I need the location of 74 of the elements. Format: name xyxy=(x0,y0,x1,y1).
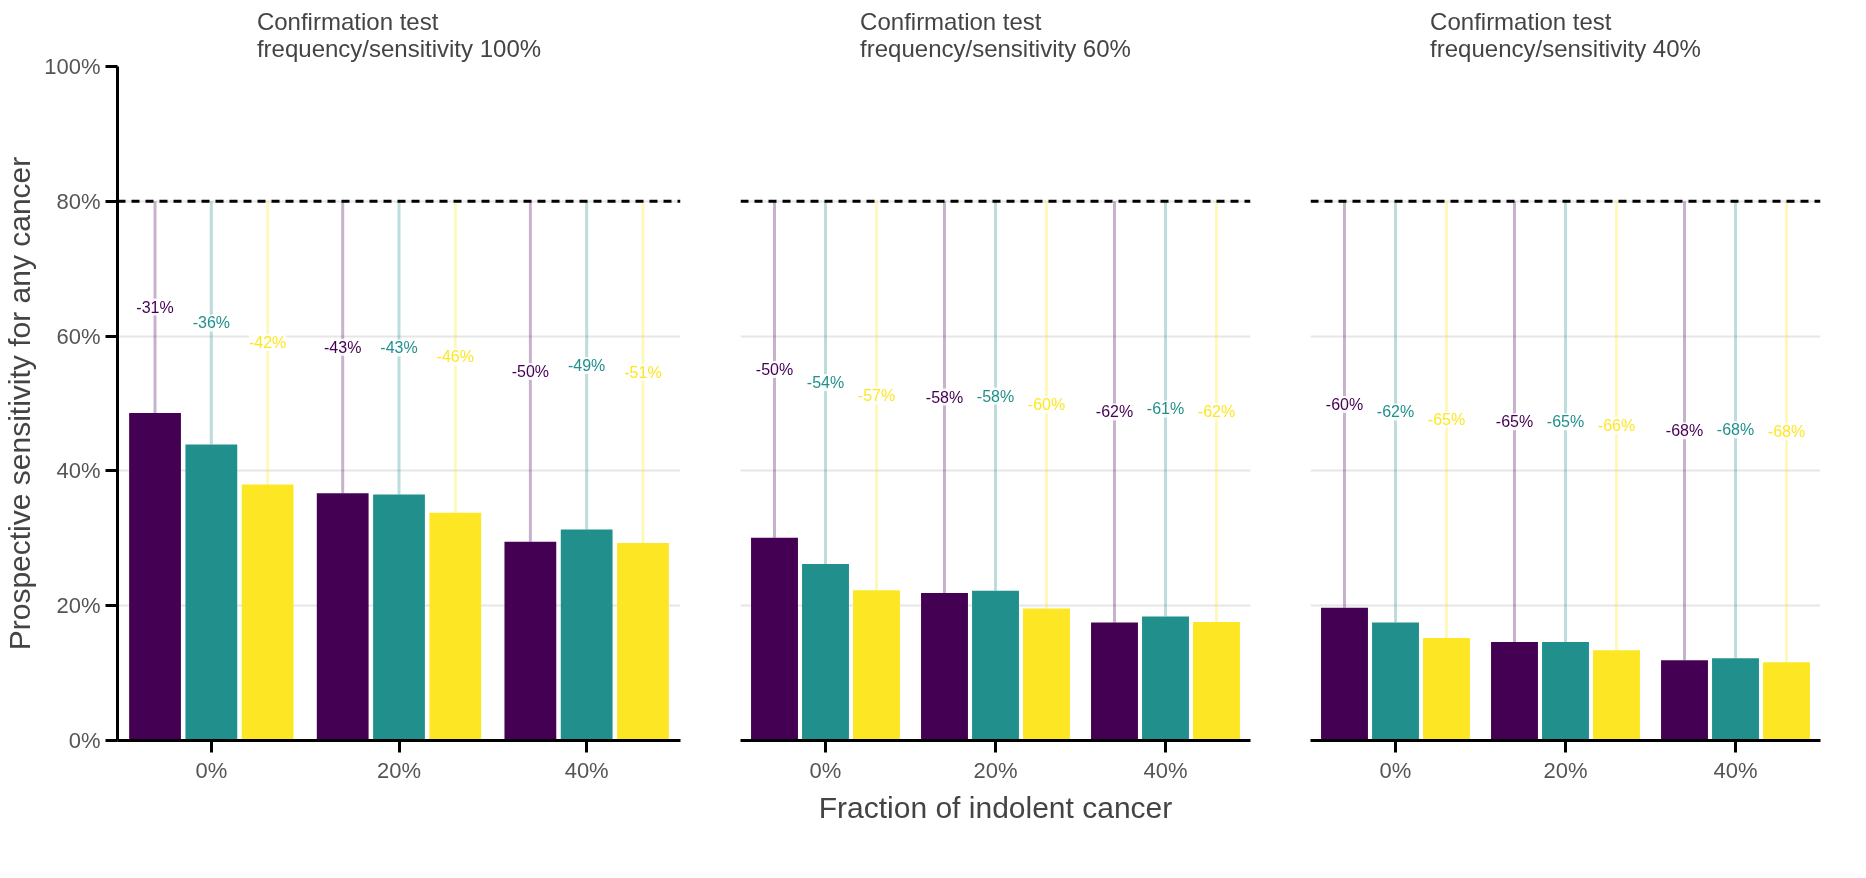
bar xyxy=(751,537,798,741)
annotation: -68% xyxy=(1767,423,1806,441)
x-tick-label: 40% xyxy=(1713,757,1758,783)
x-tick-label: 0% xyxy=(809,757,842,783)
bar xyxy=(1593,650,1640,741)
bar xyxy=(853,590,900,741)
annotation: -46% xyxy=(436,348,474,366)
chart-title: Confirmation test frequency/sensitivity 40% xyxy=(1430,7,1701,62)
bar xyxy=(241,484,294,741)
x-tick-label: 40% xyxy=(1143,757,1188,783)
bar xyxy=(1542,642,1589,741)
bar xyxy=(1023,608,1070,741)
bar xyxy=(1763,662,1810,741)
bar xyxy=(1372,622,1419,741)
bar xyxy=(129,412,181,741)
bar xyxy=(1661,660,1708,741)
y-tick-label: 0% xyxy=(68,728,101,753)
x-tick-label: 0% xyxy=(195,757,228,783)
annotation: -36% xyxy=(192,314,231,332)
x-axis-title: Fraction of indolent cancer xyxy=(818,790,1173,824)
annotation: -65% xyxy=(1495,413,1534,431)
x-tick-label: 20% xyxy=(1543,757,1588,783)
annotation: -54% xyxy=(806,374,845,392)
annotation: -65% xyxy=(1546,413,1585,431)
annotation: -61% xyxy=(1146,400,1185,418)
bar xyxy=(1712,658,1759,741)
annotation: -60% xyxy=(1027,396,1066,414)
annotation: -50% xyxy=(511,362,550,380)
chart-title: Confirmation test frequency/sensitivity 60% xyxy=(860,7,1131,62)
bar xyxy=(1142,616,1189,741)
bar xyxy=(560,529,613,741)
bar xyxy=(921,592,968,741)
annotation: -50% xyxy=(755,360,794,378)
bar xyxy=(1423,638,1470,741)
annotation: -62% xyxy=(1376,403,1415,421)
bar xyxy=(1321,607,1368,741)
chart-title: Confirmation test frequency/sensitivity 100% xyxy=(256,7,542,62)
bar xyxy=(316,493,369,741)
bar xyxy=(504,541,557,741)
annotation: -58% xyxy=(976,387,1015,405)
bar xyxy=(373,494,425,741)
bar xyxy=(1091,622,1138,741)
annotation: -60% xyxy=(1325,396,1364,414)
bar xyxy=(429,512,482,741)
annotation: -62% xyxy=(1095,403,1134,421)
y-axis-title: Prospective sensitivity for any cancer xyxy=(3,156,37,651)
annotation: -31% xyxy=(136,298,174,316)
bar xyxy=(802,563,849,741)
annotation: -65% xyxy=(1427,411,1466,429)
x-tick-label: 40% xyxy=(564,757,609,783)
annotation: -58% xyxy=(925,388,964,406)
annotation: -43% xyxy=(380,339,418,357)
x-tick-label: 20% xyxy=(973,757,1018,783)
y-tick-label: 60% xyxy=(56,323,101,349)
y-tick-label: 40% xyxy=(56,458,101,484)
annotation: -66% xyxy=(1597,417,1636,435)
annotation: -49% xyxy=(567,356,606,374)
y-tick-label: 100% xyxy=(44,54,101,79)
bar xyxy=(972,590,1019,741)
bar xyxy=(1193,621,1240,741)
annotation: -51% xyxy=(624,363,662,381)
y-tick-label: 80% xyxy=(56,188,101,214)
y-tick-label: 20% xyxy=(56,593,101,619)
x-tick-label: 0% xyxy=(1379,757,1412,783)
annotation: -62% xyxy=(1197,403,1236,421)
bar xyxy=(1491,642,1538,741)
annotation: -68% xyxy=(1716,421,1755,439)
annotation: -42% xyxy=(248,334,287,352)
annotation: -57% xyxy=(857,387,896,405)
bar xyxy=(185,444,238,741)
annotation: -43% xyxy=(324,338,362,356)
bar xyxy=(617,543,669,741)
annotation: -68% xyxy=(1665,422,1704,440)
x-tick-label: 20% xyxy=(376,757,422,783)
